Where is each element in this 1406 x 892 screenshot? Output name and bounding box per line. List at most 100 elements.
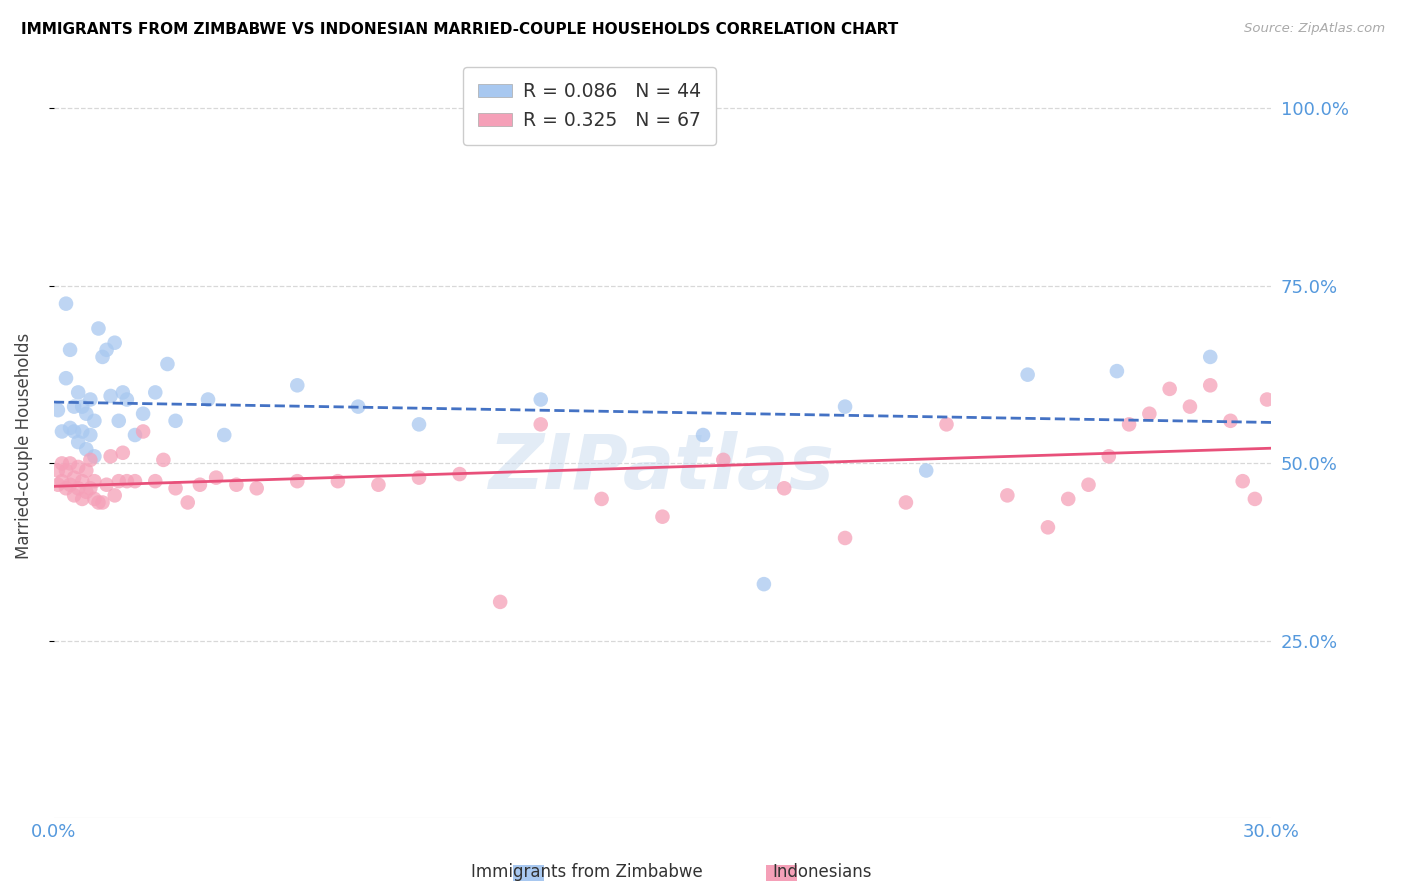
- Point: [75, 442, 97, 457]
- Point: [1159, 382, 1181, 396]
- Point: [46, 463, 69, 477]
- Point: [75, 484, 97, 499]
- Text: Source: ZipAtlas.com: Source: ZipAtlas.com: [1244, 22, 1385, 36]
- Point: [83, 491, 105, 506]
- Point: [67, 481, 90, 495]
- Point: [124, 474, 146, 488]
- Y-axis label: Married-couple Households: Married-couple Households: [15, 333, 32, 558]
- Point: [107, 474, 129, 488]
- Point: [834, 531, 856, 545]
- Point: [1219, 414, 1241, 428]
- Point: [1232, 474, 1254, 488]
- Point: [489, 595, 512, 609]
- Point: [100, 450, 122, 464]
- Point: [449, 467, 471, 481]
- Text: Indonesians: Indonesians: [772, 863, 872, 881]
- Point: [651, 509, 673, 524]
- Point: [55, 371, 77, 385]
- Point: [326, 474, 349, 488]
- Point: [165, 481, 187, 495]
- Point: [1017, 368, 1039, 382]
- Point: [59, 421, 82, 435]
- Point: [773, 481, 796, 495]
- Point: [143, 385, 166, 400]
- Point: [1036, 520, 1059, 534]
- Point: [63, 470, 86, 484]
- Point: [711, 453, 734, 467]
- Point: [246, 481, 269, 495]
- Point: [152, 453, 174, 467]
- Point: [115, 474, 138, 488]
- Point: [1244, 491, 1267, 506]
- Point: [1057, 491, 1080, 506]
- Point: [79, 481, 101, 495]
- Point: [115, 392, 138, 407]
- Point: [91, 350, 114, 364]
- Point: [87, 321, 110, 335]
- Point: [935, 417, 957, 432]
- Point: [1268, 368, 1291, 382]
- Point: [67, 385, 90, 400]
- Legend: R = 0.086   N = 44, R = 0.325   N = 67: R = 0.086 N = 44, R = 0.325 N = 67: [463, 67, 716, 145]
- Point: [367, 477, 389, 491]
- Point: [83, 474, 105, 488]
- Point: [212, 428, 235, 442]
- Point: [197, 392, 219, 407]
- Point: [51, 474, 73, 488]
- Point: [107, 414, 129, 428]
- Point: [96, 477, 118, 491]
- Text: IMMIGRANTS FROM ZIMBABWE VS INDONESIAN MARRIED-COUPLE HOUSEHOLDS CORRELATION CHA: IMMIGRANTS FROM ZIMBABWE VS INDONESIAN M…: [21, 22, 898, 37]
- Point: [1199, 350, 1222, 364]
- Point: [1105, 364, 1128, 378]
- Point: [75, 407, 97, 421]
- Point: [530, 417, 553, 432]
- Point: [67, 460, 90, 475]
- Point: [100, 389, 122, 403]
- Point: [83, 450, 105, 464]
- Point: [205, 470, 228, 484]
- Point: [96, 343, 118, 357]
- Point: [70, 474, 93, 488]
- Point: [591, 491, 613, 506]
- Point: [91, 495, 114, 509]
- Point: [59, 343, 82, 357]
- Point: [87, 495, 110, 509]
- Point: [70, 491, 93, 506]
- Point: [995, 488, 1018, 502]
- Point: [59, 477, 82, 491]
- Point: [55, 296, 77, 310]
- Point: [285, 378, 308, 392]
- Text: Immigrants from Zimbabwe: Immigrants from Zimbabwe: [471, 863, 703, 881]
- Point: [46, 403, 69, 417]
- Point: [1118, 417, 1140, 432]
- Point: [1137, 407, 1160, 421]
- Point: [285, 474, 308, 488]
- Point: [51, 457, 73, 471]
- Point: [408, 417, 430, 432]
- Point: [70, 425, 93, 439]
- Point: [225, 477, 247, 491]
- Point: [79, 453, 101, 467]
- Point: [132, 425, 155, 439]
- Point: [347, 400, 370, 414]
- Point: [124, 428, 146, 442]
- Point: [63, 425, 86, 439]
- Point: [156, 357, 179, 371]
- Point: [63, 400, 86, 414]
- Point: [63, 488, 86, 502]
- Point: [104, 488, 127, 502]
- Point: [67, 435, 90, 450]
- Point: [75, 463, 97, 477]
- Point: [70, 400, 93, 414]
- Point: [51, 425, 73, 439]
- Point: [1199, 378, 1222, 392]
- Point: [55, 463, 77, 477]
- Point: [59, 457, 82, 471]
- Point: [79, 428, 101, 442]
- Point: [1077, 477, 1099, 491]
- Point: [46, 477, 69, 491]
- Point: [188, 477, 211, 491]
- Point: [1178, 400, 1201, 414]
- Point: [408, 470, 430, 484]
- Point: [165, 414, 187, 428]
